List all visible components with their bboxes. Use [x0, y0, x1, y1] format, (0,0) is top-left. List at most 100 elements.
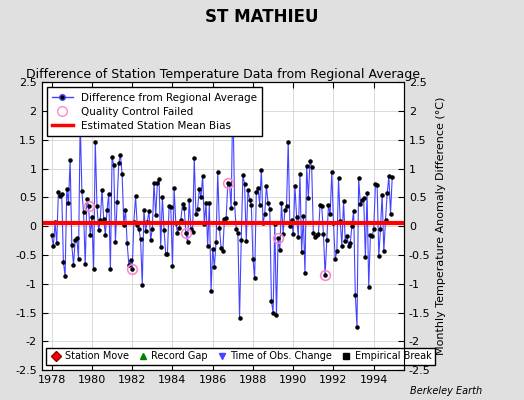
Point	[314, 231, 323, 237]
Point	[167, 204, 175, 211]
Point	[318, 203, 326, 209]
Point	[51, 219, 59, 226]
Point	[103, 207, 111, 214]
Point	[58, 191, 66, 198]
Point	[212, 239, 220, 245]
Point	[150, 180, 158, 186]
Point	[203, 243, 212, 250]
Point	[254, 184, 262, 191]
Point	[190, 155, 199, 161]
Point	[348, 222, 356, 229]
Point	[340, 198, 348, 204]
Point	[170, 185, 178, 191]
Point	[192, 211, 200, 217]
Point	[193, 205, 202, 212]
Point	[88, 214, 96, 220]
Point	[267, 298, 276, 304]
Point	[381, 217, 390, 224]
Point	[279, 230, 287, 237]
Point	[91, 139, 100, 145]
Point	[250, 275, 259, 281]
Point	[299, 213, 308, 220]
Point	[242, 238, 250, 244]
Point	[296, 171, 304, 177]
Point	[291, 183, 299, 189]
Point	[121, 206, 129, 213]
Point	[260, 211, 269, 217]
Point	[298, 249, 306, 256]
Point	[69, 262, 78, 268]
Point	[108, 154, 116, 160]
Point	[225, 181, 234, 187]
Point	[135, 226, 143, 232]
Point	[116, 152, 125, 158]
Point	[113, 198, 121, 205]
Point	[302, 163, 311, 169]
Title: Difference of Station Temperature Data from Regional Average: Difference of Station Temperature Data f…	[26, 68, 420, 81]
Point	[140, 207, 148, 213]
Point	[178, 201, 187, 207]
Point	[371, 180, 379, 187]
Point	[100, 215, 108, 222]
Point	[324, 202, 333, 208]
Point	[259, 220, 267, 226]
Point	[56, 193, 64, 199]
Point	[111, 238, 119, 245]
Point	[119, 222, 128, 228]
Point	[244, 187, 252, 193]
Point	[125, 262, 133, 268]
Point	[373, 181, 381, 188]
Point	[110, 162, 118, 168]
Point	[328, 168, 336, 175]
Point	[78, 188, 86, 195]
Point	[361, 254, 369, 261]
Point	[235, 315, 244, 322]
Point	[343, 232, 351, 239]
Point	[104, 190, 113, 197]
Point	[375, 253, 383, 259]
Point	[168, 262, 177, 269]
Point	[231, 200, 239, 206]
Point	[388, 174, 396, 180]
Point	[161, 250, 170, 257]
Point	[138, 281, 146, 288]
Point	[262, 183, 270, 189]
Point	[308, 164, 316, 170]
Point	[365, 284, 373, 290]
Point	[157, 244, 165, 250]
Point	[311, 234, 319, 240]
Point	[256, 202, 264, 208]
Point	[363, 190, 371, 196]
Point	[276, 247, 284, 254]
Point	[153, 180, 161, 186]
Point	[354, 175, 363, 182]
Point	[379, 248, 388, 254]
Point	[86, 232, 94, 238]
Point	[351, 292, 359, 298]
Legend: Station Move, Record Gap, Time of Obs. Change, Empirical Break: Station Move, Record Gap, Time of Obs. C…	[47, 348, 435, 365]
Text: Berkeley Earth: Berkeley Earth	[410, 386, 482, 396]
Y-axis label: Monthly Temperature Anomaly Difference (°C): Monthly Temperature Anomaly Difference (…	[436, 97, 446, 355]
Point	[146, 236, 155, 243]
Point	[158, 194, 167, 200]
Point	[136, 236, 145, 242]
Point	[306, 158, 314, 164]
Point	[52, 240, 61, 246]
Point	[282, 203, 291, 209]
Point	[346, 240, 354, 246]
Point	[344, 242, 353, 249]
Point	[249, 256, 257, 262]
Point	[336, 218, 344, 224]
Point	[98, 187, 106, 193]
Point	[118, 171, 126, 178]
Point	[49, 243, 58, 250]
Point	[366, 232, 375, 238]
Point	[145, 208, 153, 214]
Point	[220, 216, 228, 222]
Point	[83, 196, 91, 202]
Point	[199, 172, 207, 179]
Point	[341, 238, 350, 244]
Point	[123, 240, 132, 247]
Point	[219, 248, 227, 254]
Point	[132, 193, 140, 200]
